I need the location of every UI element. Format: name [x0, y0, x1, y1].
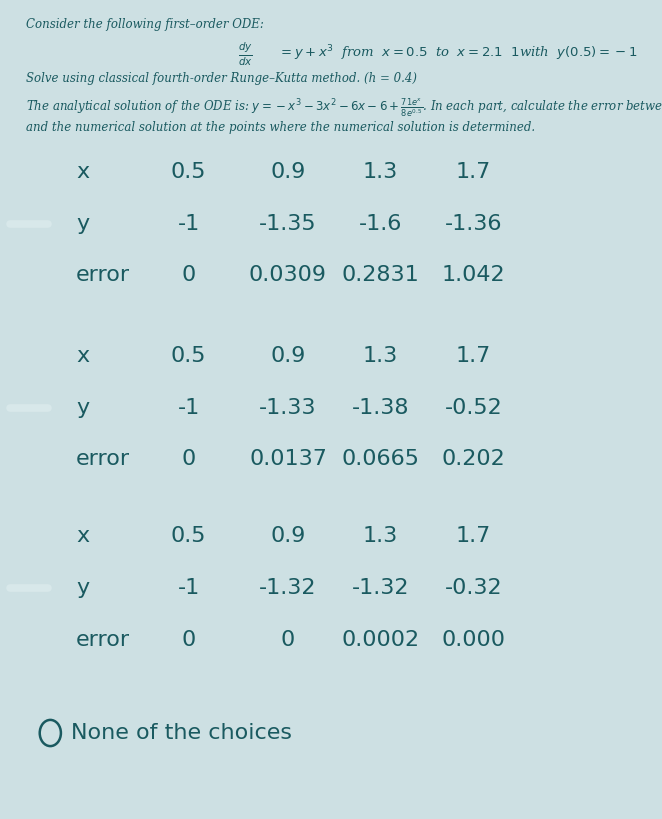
Text: 1.042: 1.042 — [442, 265, 505, 285]
Text: 0.0137: 0.0137 — [249, 450, 327, 469]
Text: y: y — [76, 398, 89, 418]
Text: -1.38: -1.38 — [352, 398, 409, 418]
Text: 0.5: 0.5 — [171, 346, 207, 366]
Text: y: y — [76, 214, 89, 233]
Text: 1.3: 1.3 — [363, 346, 399, 366]
Text: 0: 0 — [181, 450, 196, 469]
Text: -0.52: -0.52 — [444, 398, 502, 418]
Text: -0.32: -0.32 — [444, 578, 502, 598]
Text: 1.3: 1.3 — [363, 162, 399, 182]
Text: error: error — [76, 630, 130, 649]
Text: 0.0665: 0.0665 — [342, 450, 420, 469]
Text: 1.7: 1.7 — [455, 162, 491, 182]
Text: 0.0309: 0.0309 — [249, 265, 327, 285]
Text: -1: -1 — [177, 398, 200, 418]
Text: 0.2831: 0.2831 — [342, 265, 420, 285]
Text: -1.36: -1.36 — [445, 214, 502, 233]
Text: -1.32: -1.32 — [352, 578, 409, 598]
Text: Solve using classical fourth-order Runge–Kutta method. (h = 0.4): Solve using classical fourth-order Runge… — [26, 72, 418, 85]
Text: $= y + x^3$  from  $x = 0.5$  to  $x = 2.1$  $1$with  $y(0.5) = -1$: $= y + x^3$ from $x = 0.5$ to $x = 2.1$ … — [278, 43, 638, 63]
Text: -1: -1 — [177, 214, 200, 233]
Text: The analytical solution of the ODE is: $y = -x^3 - 3x^2 - 6x - 6 + \frac{71e^x}{: The analytical solution of the ODE is: $… — [26, 97, 662, 120]
Text: and the numerical solution at the points where the numerical solution is determi: and the numerical solution at the points… — [26, 121, 536, 134]
Text: 0: 0 — [181, 265, 196, 285]
Text: 0.5: 0.5 — [171, 162, 207, 182]
Text: Consider the following first–order ODE:: Consider the following first–order ODE: — [26, 18, 264, 31]
Text: 0: 0 — [181, 630, 196, 649]
Text: x: x — [76, 346, 89, 366]
Text: None of the choices: None of the choices — [71, 723, 292, 743]
Text: error: error — [76, 265, 130, 285]
Text: x: x — [76, 527, 89, 546]
Text: -1.35: -1.35 — [259, 214, 317, 233]
Text: 0: 0 — [281, 630, 295, 649]
Text: 0.9: 0.9 — [270, 527, 306, 546]
Text: y: y — [76, 578, 89, 598]
Text: 0.202: 0.202 — [442, 450, 505, 469]
Text: -1.33: -1.33 — [260, 398, 316, 418]
Text: -1.32: -1.32 — [260, 578, 316, 598]
Text: 0.000: 0.000 — [442, 630, 505, 649]
Text: 0.9: 0.9 — [270, 162, 306, 182]
Text: 1.3: 1.3 — [363, 527, 399, 546]
Text: error: error — [76, 450, 130, 469]
Text: 0.9: 0.9 — [270, 346, 306, 366]
Text: 1.7: 1.7 — [455, 527, 491, 546]
Text: 1.7: 1.7 — [455, 346, 491, 366]
Text: -1: -1 — [177, 578, 200, 598]
Text: x: x — [76, 162, 89, 182]
Text: -1.6: -1.6 — [359, 214, 402, 233]
Text: 0.0002: 0.0002 — [342, 630, 420, 649]
Text: 0.5: 0.5 — [171, 527, 207, 546]
Text: $\frac{dy}{dx}$: $\frac{dy}{dx}$ — [238, 41, 252, 69]
